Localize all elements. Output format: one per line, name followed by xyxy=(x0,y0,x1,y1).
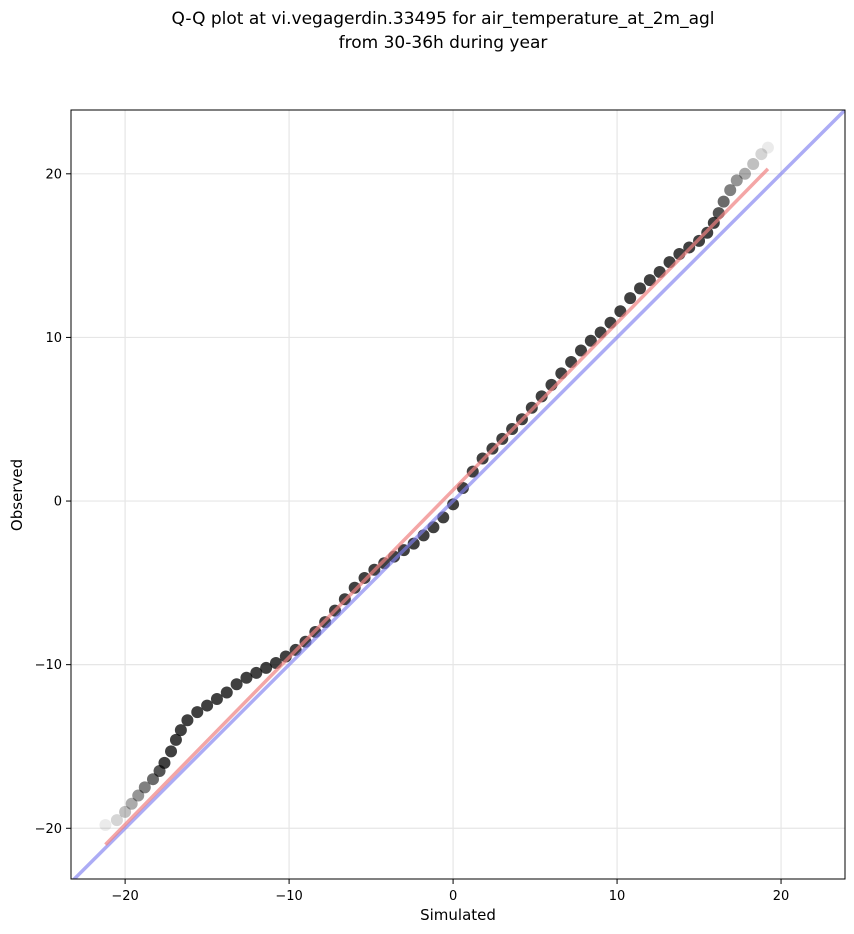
quantile-point xyxy=(230,678,243,691)
x-tick-label: −20 xyxy=(111,889,138,904)
quantile-point xyxy=(250,666,263,679)
quantile-point xyxy=(158,756,171,769)
x-axis-label: Simulated xyxy=(420,906,496,924)
quantile-point xyxy=(584,334,597,347)
y-axis-ticks: −20 −10 0 10 20 xyxy=(35,167,71,837)
plot-frame xyxy=(70,109,846,880)
quantile-point xyxy=(755,148,768,161)
x-axis-ticks: −20 −10 0 10 20 xyxy=(111,879,789,904)
x-tick-label: −10 xyxy=(275,889,302,904)
chart-title-line-1: Q-Q plot at vi.vegagerdin.33495 for air_… xyxy=(171,9,714,29)
y-tick-label: 0 xyxy=(54,495,62,510)
quantile-point xyxy=(624,292,637,305)
quantile-point xyxy=(240,671,253,684)
y-tick-label: 20 xyxy=(45,167,62,182)
quantile-point xyxy=(138,781,151,794)
x-tick-label: 20 xyxy=(773,889,790,904)
quantile-point xyxy=(181,714,194,727)
quantile-point xyxy=(119,805,132,818)
y-tick-label: −20 xyxy=(35,822,62,837)
quantile-point xyxy=(574,344,587,357)
quantile-point xyxy=(99,819,112,832)
quantile-point xyxy=(730,174,743,187)
quantile-point xyxy=(132,789,145,802)
quantile-point xyxy=(165,745,178,758)
y-tick-label: −10 xyxy=(35,658,62,673)
y-axis-label: Observed xyxy=(8,459,26,531)
reference-lines xyxy=(71,110,845,879)
x-tick-label: 0 xyxy=(449,889,457,904)
quantile-point xyxy=(169,733,182,746)
quantile-point xyxy=(643,274,656,287)
quantile-point xyxy=(717,195,730,208)
quantile-points xyxy=(99,141,774,832)
quantile-point xyxy=(348,581,361,594)
quantile-point xyxy=(220,686,233,699)
quantile-point xyxy=(738,167,751,180)
quantile-point xyxy=(260,661,273,674)
grid xyxy=(71,110,845,879)
quantile-point xyxy=(724,184,737,197)
quantile-point xyxy=(210,693,223,706)
quantile-point xyxy=(634,282,647,295)
quantile-point xyxy=(110,814,123,827)
quantile-point xyxy=(125,797,138,810)
quantile-point xyxy=(201,699,214,712)
identity-line xyxy=(71,110,845,879)
quantile-point xyxy=(535,390,548,403)
quantile-point xyxy=(747,157,760,170)
quantile-point xyxy=(174,724,187,737)
quantile-point xyxy=(447,498,460,511)
fit-line xyxy=(104,167,770,846)
quantile-point xyxy=(761,141,774,154)
y-tick-label: 10 xyxy=(45,331,62,346)
quantile-point xyxy=(191,706,204,719)
chart-title-line-2: from 30-36h during year xyxy=(339,33,548,53)
x-tick-label: 10 xyxy=(609,889,626,904)
quantile-point xyxy=(146,773,159,786)
quantile-point xyxy=(407,537,420,550)
